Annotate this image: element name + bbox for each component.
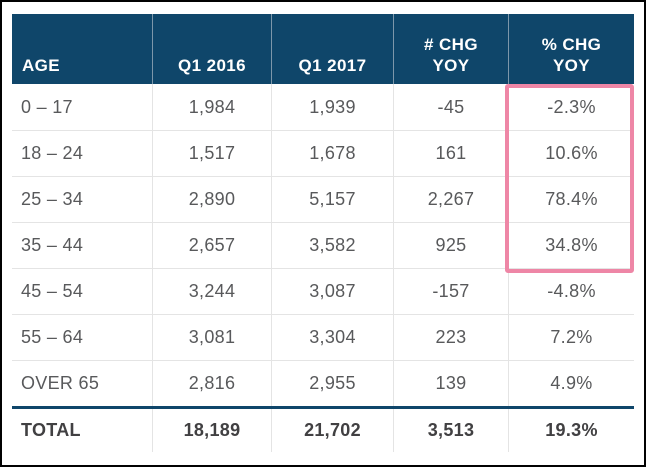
table-header-row: AGE Q1 2016 Q1 2017 # CHG YOY % CHG YOY bbox=[12, 14, 634, 84]
num-chg-yoy-value: -45 bbox=[393, 84, 508, 130]
q1-2016-value: 1,517 bbox=[152, 131, 271, 176]
column-header-num-chg-yoy: # CHG YOY bbox=[393, 14, 508, 84]
column-header-age: AGE bbox=[22, 55, 61, 75]
num-chg-yoy-value: 139 bbox=[393, 361, 508, 406]
age-label: 25 – 34 bbox=[21, 189, 84, 209]
q1-2016-value: 3,244 bbox=[152, 269, 271, 314]
age-label: 55 – 64 bbox=[21, 327, 84, 347]
q1-2017-value: 2,955 bbox=[271, 361, 393, 406]
pct-chg-yoy-value: 7.2% bbox=[508, 315, 634, 360]
total-pct-chg-yoy-value: 19.3% bbox=[508, 409, 634, 452]
q1-2017-value: 3,087 bbox=[271, 269, 393, 314]
total-num-chg-yoy-value: 3,513 bbox=[393, 409, 508, 452]
q1-2017-value: 5,157 bbox=[271, 177, 393, 222]
q1-2016-value: 2,657 bbox=[152, 223, 271, 268]
num-chg-yoy-value: 223 bbox=[393, 315, 508, 360]
total-q1-2016-value: 18,189 bbox=[152, 409, 271, 452]
q1-2016-value: 3,081 bbox=[152, 315, 271, 360]
q1-2017-value: 1,678 bbox=[271, 131, 393, 176]
num-chg-yoy-value: 161 bbox=[393, 131, 508, 176]
table-row-18-24: 18 – 24 1,517 1,678 161 10.6% bbox=[12, 130, 634, 176]
total-q1-2017-value: 21,702 bbox=[271, 409, 393, 452]
column-header-q1-2016: Q1 2016 bbox=[152, 14, 271, 84]
table-row-0-17: 0 – 17 1,984 1,939 -45 -2.3% bbox=[12, 84, 634, 130]
num-chg-yoy-value: 2,267 bbox=[393, 177, 508, 222]
pct-chg-yoy-value: 4.9% bbox=[508, 361, 634, 406]
num-chg-yoy-value: 925 bbox=[393, 223, 508, 268]
table-row-45-54: 45 – 54 3,244 3,087 -157 -4.8% bbox=[12, 268, 634, 314]
q1-2017-value: 1,939 bbox=[271, 84, 393, 130]
total-label: TOTAL bbox=[21, 420, 81, 440]
q1-2016-value: 2,890 bbox=[152, 177, 271, 222]
age-label: 35 – 44 bbox=[21, 235, 84, 255]
pct-chg-yoy-value: 78.4% bbox=[508, 177, 634, 222]
table-row-55-64: 55 – 64 3,081 3,304 223 7.2% bbox=[12, 314, 634, 360]
age-label: 0 – 17 bbox=[21, 96, 73, 117]
q1-2017-value: 3,304 bbox=[271, 315, 393, 360]
pct-chg-yoy-value: -4.8% bbox=[508, 269, 634, 314]
pct-chg-yoy-value: 10.6% bbox=[508, 131, 634, 176]
column-header-pct-chg-yoy: % CHG YOY bbox=[508, 14, 634, 84]
q1-2016-value: 1,984 bbox=[152, 84, 271, 130]
table-row-25-34: 25 – 34 2,890 5,157 2,267 78.4% bbox=[12, 176, 634, 222]
age-label: 18 – 24 bbox=[21, 143, 84, 163]
table-row-35-44: 35 – 44 2,657 3,582 925 34.8% bbox=[12, 222, 634, 268]
pct-chg-yoy-value: -2.3% bbox=[508, 84, 634, 130]
q1-2016-value: 2,816 bbox=[152, 361, 271, 406]
table-total-row: TOTAL 18,189 21,702 3,513 19.3% bbox=[12, 406, 634, 452]
num-chg-yoy-value: -157 bbox=[393, 269, 508, 314]
column-header-q1-2017: Q1 2017 bbox=[271, 14, 393, 84]
pct-chg-yoy-value: 34.8% bbox=[508, 223, 634, 268]
age-comparison-table: AGE Q1 2016 Q1 2017 # CHG YOY % CHG YOY … bbox=[12, 14, 634, 452]
table-row-over-65: OVER 65 2,816 2,955 139 4.9% bbox=[12, 360, 634, 406]
age-label: OVER 65 bbox=[21, 373, 100, 393]
age-label: 45 – 54 bbox=[21, 281, 84, 301]
q1-2017-value: 3,582 bbox=[271, 223, 393, 268]
